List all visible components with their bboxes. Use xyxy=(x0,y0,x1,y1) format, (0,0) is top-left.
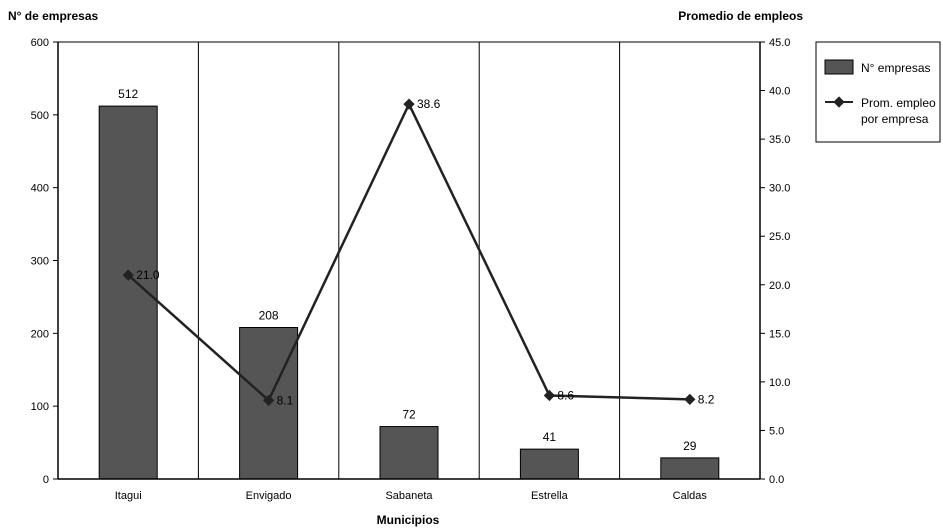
x-axis: Itagui Envigado Sabaneta Estrella Caldas xyxy=(58,478,760,502)
x-tick-label: Sabaneta xyxy=(385,490,433,502)
bar-value-label: 72 xyxy=(402,408,416,422)
bar-value-label: 208 xyxy=(259,309,279,323)
y-tick-label: 100 xyxy=(31,401,49,413)
line-point-marker xyxy=(543,389,556,402)
line-point-marker xyxy=(262,394,275,406)
x-axis-title: Municipios xyxy=(377,513,440,527)
legend-box xyxy=(815,41,941,143)
line-value-label: 21.0 xyxy=(136,268,160,282)
x-tick-label: Envigado xyxy=(246,490,292,502)
legend-label-bar: N° empresas xyxy=(861,61,931,75)
bar xyxy=(660,457,720,480)
y2-tick-label: 30.0 xyxy=(769,183,790,195)
gridlines xyxy=(197,42,621,479)
bar xyxy=(379,426,439,480)
y2-tick-label: 25.0 xyxy=(769,231,790,243)
y-tick-label: 0 xyxy=(43,474,49,486)
y-tick-label: 500 xyxy=(31,110,49,122)
line-value-label: 8.2 xyxy=(698,392,715,406)
plot-frame xyxy=(57,41,761,480)
legend: N° empresas Prom. empleo por empresa xyxy=(815,41,941,143)
legend-label-line-2: por empresa xyxy=(861,112,929,126)
x-tick-label: Estrella xyxy=(531,490,569,502)
bar xyxy=(519,448,579,480)
legend-label-line: Prom. empleo xyxy=(861,96,936,110)
y2-axis-title: Promedio de empleos xyxy=(678,9,803,23)
x-tick-label: Caldas xyxy=(673,490,708,502)
line-series xyxy=(122,98,696,406)
y-axis-left: 0 100 200 300 400 500 600 xyxy=(31,37,59,486)
legend-swatch-bar xyxy=(824,59,854,75)
line-value-label: 8.6 xyxy=(557,388,574,402)
y2-tick-label: 5.0 xyxy=(769,425,784,437)
y2-tick-label: 15.0 xyxy=(769,328,790,340)
y-tick-label: 400 xyxy=(31,183,49,195)
y-tick-label: 600 xyxy=(31,37,49,49)
line-value-label: 8.1 xyxy=(277,393,294,407)
y2-tick-label: 40.0 xyxy=(769,86,790,98)
y-tick-label: 200 xyxy=(31,328,49,340)
bar-value-label: 512 xyxy=(118,87,138,101)
x-tick-label: Itagui xyxy=(115,490,142,502)
y2-tick-label: 45.0 xyxy=(769,37,790,49)
line-point-marker xyxy=(684,393,696,406)
line-value-label: 38.6 xyxy=(417,97,441,111)
bar-value-label: 29 xyxy=(683,439,697,453)
y2-tick-label: 10.0 xyxy=(769,377,790,389)
bar-value-label: 41 xyxy=(543,430,557,444)
line-labels: 21.0 8.1 38.6 8.6 8.2 xyxy=(136,97,715,407)
y2-tick-label: 20.0 xyxy=(769,280,790,292)
y2-tick-label: 35.0 xyxy=(769,134,790,146)
y2-tick-label: 0.0 xyxy=(769,474,784,486)
y-axis-title: N° de empresas xyxy=(8,9,99,23)
y-tick-label: 300 xyxy=(31,256,49,268)
bar-labels: 512 208 72 41 29 xyxy=(118,87,697,453)
y-axis-right: 0.0 5.0 10.0 15.0 20.0 25.0 30.0 35.0 40.0 45.0 xyxy=(759,37,790,486)
plot-area: 512 208 72 41 29 21.0 8.1 38.6 8.6 8.2 xyxy=(57,41,761,480)
